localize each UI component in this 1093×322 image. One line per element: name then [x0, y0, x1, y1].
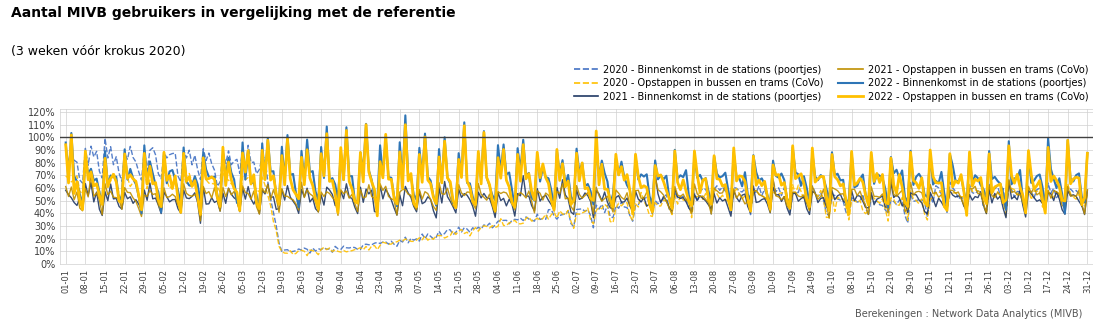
Text: Berekeningen : Network Data Analytics (MIVB): Berekeningen : Network Data Analytics (M… — [855, 309, 1082, 319]
Text: Aantal MIVB gebruikers in vergelijking met de referentie: Aantal MIVB gebruikers in vergelijking m… — [11, 6, 456, 20]
Text: (3 weken vóór krokus 2020): (3 weken vóór krokus 2020) — [11, 45, 186, 58]
Legend: 2020 - Binnenkomst in de stations (poortjes), 2020 - Opstappen in bussen en tram: 2020 - Binnenkomst in de stations (poort… — [574, 65, 1089, 101]
